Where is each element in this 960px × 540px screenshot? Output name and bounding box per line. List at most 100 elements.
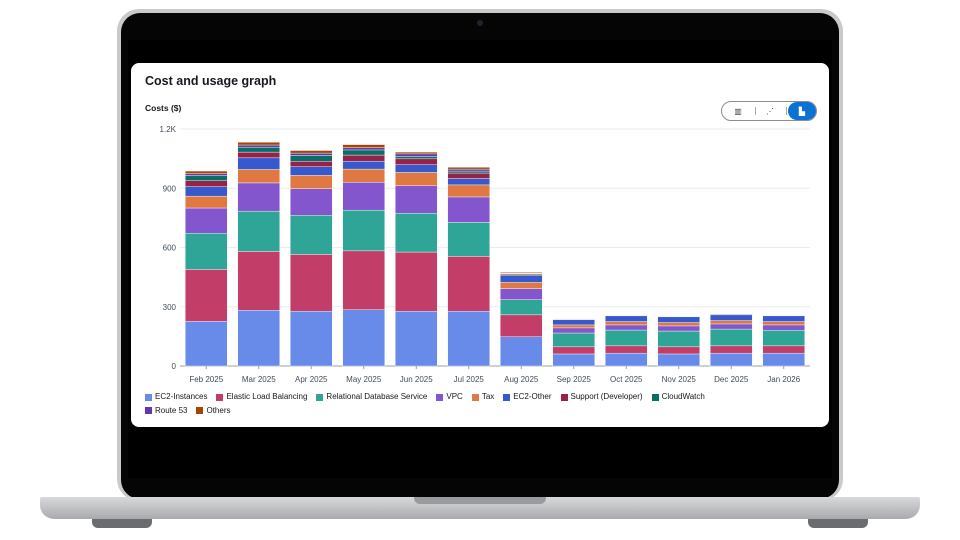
bar-segment-ec2-instances [552,353,595,367]
bar-segment-ec2-instances [500,336,543,367]
legend-swatch [145,407,152,414]
divider [755,107,756,115]
legend-swatch [145,393,152,401]
line-chart-icon[interactable]: ⋰ [766,106,774,116]
bar-segment-others [500,272,543,274]
legend-item[interactable]: Support (Developer) [560,391,643,403]
bar-segment-others [447,167,490,170]
bar-segment-relational-database-service [342,209,385,252]
bar-segment-ec2-instances [710,352,753,367]
legend-item[interactable]: EC2-Instances [145,391,207,403]
x-tick-label: Nov 2025 [662,375,697,384]
bar-segment-relational-database-service [395,213,438,253]
legend-item[interactable]: Elastic Load Balancing [216,391,307,403]
bar-segment-ec2-other [342,160,385,170]
legend-item[interactable]: VPC [436,391,463,403]
bar-segment-tax [762,321,805,326]
legend-label: Relational Database Service [326,392,428,401]
bar-segment-elastic-load-balancing [290,254,333,312]
stacked-bar-chart: 0 300 600 900 1.2K Feb 2025 Mar 2025 Apr 2025 Ma… [160,125,810,384]
bar-segment-ec2-instances [290,311,333,367]
bar-segment-elastic-load-balancing [710,345,753,354]
legend-swatch [196,407,204,414]
bar-segment-vpc [500,288,543,300]
divider [786,107,787,115]
bar-segment-tax [237,169,280,184]
bar-segment-ec2-instances [447,311,490,367]
bar-segment-ec2-other [395,164,438,173]
x-tick-label: Mar 2025 [242,375,276,384]
y-tick-label: 300 [163,303,177,312]
legend-item[interactable]: Others [196,405,230,417]
bar-segment-relational-database-service [710,328,753,347]
legend-swatch [216,393,224,401]
bar-segment-cloudwatch [342,149,385,156]
bar-segment-vpc [237,182,280,212]
bar-segment-vpc [605,324,648,331]
legend-item[interactable]: Route 53 [145,405,187,417]
bar-segment-ec2-other [237,157,280,170]
y-tick-label: 600 [163,244,177,253]
chart-type-toggle[interactable]: ▥ ⋰ ▙ [721,101,817,121]
bar-segment-cloudwatch [447,170,490,174]
y-tick-label: 1.2K [160,125,177,134]
bar-segment-others [185,170,228,174]
x-tick-label: Jul 2025 [454,375,485,384]
legend-swatch [503,393,511,401]
bar-segment-elastic-load-balancing [237,251,280,311]
bar-segment-vpc [395,185,438,214]
x-tick-label: Sep 2025 [557,375,592,384]
bar-segment-vpc [185,207,228,234]
legend-swatch [560,393,568,401]
bar-segment-relational-database-service [500,299,543,316]
bar-segment-route-53 [342,147,385,151]
stacked-bar-chart-icon[interactable]: ▙ [788,102,816,120]
bar-segment-route-53 [290,152,333,156]
bar-chart-icon[interactable]: ▥ [734,106,742,116]
bar-segment-ec2-instances [185,321,228,367]
bar-segment-elastic-load-balancing [185,269,228,322]
x-tick-label: Jan 2026 [767,375,800,384]
chart-legend: EC2-Instances Elastic Load Balancing Relat… [145,391,745,418]
legend-item[interactable]: Tax [471,391,494,403]
bar-segment-relational-database-service [605,329,648,347]
bar-segment-cloudwatch [237,146,280,153]
bar-segment-vpc [290,188,333,216]
legend-label: EC2-Instances [155,392,208,401]
x-tick-label: Feb 2025 [189,375,223,384]
bar-segment-route-53 [447,168,490,172]
legend-item[interactable]: Relational Database Service [316,391,427,403]
legend-label: Support (Developer) [570,392,643,401]
bar-segment-vpc [762,324,805,331]
y-tick-label: 0 [172,362,177,371]
laptop-opening-groove [414,497,546,504]
bar-segment-tax [657,322,700,327]
legend-item[interactable]: EC2-Other [503,391,552,403]
bar-segment-support-developer- [185,180,228,187]
legend-item[interactable]: CloudWatch [651,391,705,403]
bar-segment-relational-database-service [447,222,490,257]
bar-segment-ec2-other [605,315,648,322]
bar-segment-elastic-load-balancing [342,250,385,310]
bar-segment-relational-database-service [290,215,333,255]
bar-segment-elastic-load-balancing [552,346,595,355]
legend-swatch [471,393,479,401]
bar-segment-ec2-other [447,178,490,186]
bar-segment-others [395,151,438,155]
bar-segment-elastic-load-balancing [605,345,648,354]
bar-segment-elastic-load-balancing [657,346,700,355]
bar-segment-relational-database-service [762,330,805,347]
bar-segment-support-developer- [342,154,385,162]
bar-segment-tax [447,184,490,198]
legend-label: Route 53 [155,405,188,415]
bar-segment-cloudwatch [290,155,333,162]
bar-segment-ec2-instances [237,310,280,367]
bar-segment-ec2-instances [605,352,648,367]
laptop-foot [808,519,868,528]
bar-segment-elastic-load-balancing [500,314,543,337]
bar-segment-vpc [552,327,595,334]
bar-segment-support-developer- [447,172,490,179]
bar-segment-ec2-instances [395,311,438,367]
laptop-base [40,497,920,519]
bar-segment-relational-database-service [657,330,700,348]
